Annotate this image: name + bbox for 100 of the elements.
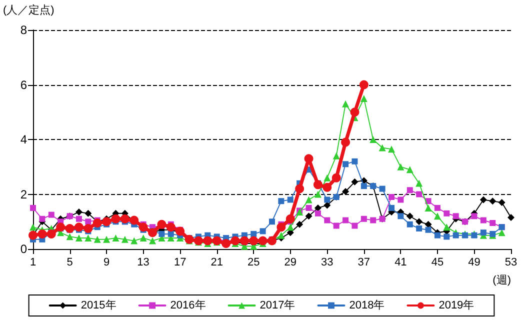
- x-tick-label: 21: [210, 256, 223, 268]
- point: [130, 237, 138, 244]
- point: [352, 158, 358, 164]
- point: [480, 217, 486, 224]
- x-tick-label: 1: [30, 256, 36, 268]
- point: [287, 196, 294, 203]
- point: [388, 146, 395, 153]
- point: [489, 198, 496, 205]
- x-tick-label: 5: [66, 256, 73, 268]
- point: [424, 204, 432, 212]
- point: [157, 220, 166, 229]
- point: [378, 144, 386, 152]
- point: [269, 218, 275, 225]
- point: [360, 216, 367, 222]
- x-axis-title: (週): [492, 274, 511, 286]
- point: [388, 204, 394, 211]
- point: [452, 213, 459, 220]
- point: [370, 136, 377, 143]
- y-axis-title: (人／定点): [3, 4, 54, 16]
- point: [397, 163, 404, 170]
- point: [406, 166, 414, 174]
- point: [350, 108, 360, 117]
- point: [30, 224, 36, 231]
- point: [158, 230, 165, 237]
- point: [314, 190, 322, 198]
- point: [278, 198, 284, 204]
- y-tick-label: 0: [20, 242, 28, 256]
- point: [313, 180, 322, 190]
- point: [30, 204, 36, 211]
- x-tick-label: 45: [431, 256, 444, 268]
- point: [498, 229, 506, 236]
- point: [416, 225, 422, 232]
- point: [324, 174, 331, 182]
- point: [278, 232, 285, 239]
- point: [84, 210, 92, 217]
- x-tick-label: 49: [468, 256, 480, 268]
- point: [314, 210, 321, 216]
- point: [360, 94, 368, 102]
- point: [342, 217, 349, 224]
- point: [306, 204, 312, 211]
- point: [352, 222, 358, 229]
- point: [434, 212, 441, 220]
- x-tick-label: 53: [504, 256, 518, 268]
- x-tick-label: 13: [137, 256, 150, 268]
- point: [332, 173, 341, 182]
- x-tick-label: 37: [358, 256, 370, 268]
- point: [85, 218, 92, 225]
- point: [130, 216, 139, 225]
- point: [443, 224, 450, 231]
- point: [324, 217, 330, 224]
- legend-label: 2017年: [260, 300, 296, 312]
- point: [296, 220, 304, 228]
- point: [508, 214, 514, 222]
- point: [250, 230, 257, 237]
- point: [406, 221, 413, 228]
- x-tick-label: 25: [247, 256, 260, 268]
- point: [406, 212, 414, 220]
- point: [84, 224, 93, 233]
- point: [112, 234, 120, 242]
- point: [276, 222, 286, 232]
- point: [398, 213, 404, 220]
- point: [140, 234, 147, 242]
- point: [240, 236, 249, 246]
- point: [360, 183, 367, 190]
- point: [260, 228, 266, 234]
- x-tick-label: 33: [321, 256, 334, 268]
- point: [498, 198, 506, 206]
- point: [480, 230, 486, 236]
- point: [490, 220, 496, 226]
- point: [425, 226, 432, 233]
- point: [56, 222, 66, 232]
- x-tick-label: 17: [174, 256, 186, 268]
- point: [84, 234, 92, 242]
- legend-label: 2016年: [170, 300, 206, 312]
- point: [342, 188, 350, 196]
- point: [76, 216, 82, 222]
- point: [416, 218, 423, 226]
- point: [425, 198, 432, 204]
- point: [94, 236, 101, 243]
- point: [75, 208, 82, 216]
- point: [480, 196, 487, 204]
- y-tick-label: 2: [20, 187, 28, 202]
- point: [46, 229, 56, 238]
- point: [305, 196, 312, 204]
- point: [342, 161, 349, 168]
- point: [388, 194, 394, 200]
- point: [324, 196, 330, 203]
- x-tick-label: 29: [284, 256, 297, 268]
- point: [379, 186, 386, 192]
- point: [324, 202, 331, 209]
- point: [176, 226, 185, 236]
- point: [314, 204, 322, 212]
- point: [452, 232, 459, 238]
- point: [332, 152, 340, 160]
- point: [295, 184, 304, 194]
- point: [66, 233, 74, 240]
- y-tick-label: 4: [20, 132, 28, 146]
- point: [322, 182, 332, 192]
- point: [168, 230, 174, 237]
- point: [444, 234, 450, 240]
